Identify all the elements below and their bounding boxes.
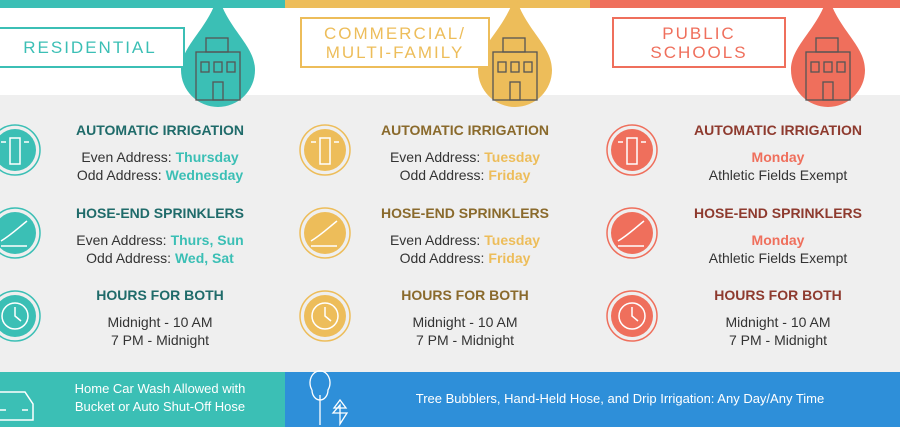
line-label: Midnight - 10 AM xyxy=(107,314,212,330)
footer-left-line: Bucket or Auto Shut-Off Hose xyxy=(30,398,290,416)
section-line: Monday xyxy=(648,149,900,165)
line-value: Wednesday xyxy=(166,167,244,183)
section-heading: HOSE-END SPRINKLERS xyxy=(648,205,900,221)
section-line: Midnight - 10 AM xyxy=(648,314,900,330)
section-heading: AUTOMATIC IRRIGATION xyxy=(648,122,900,138)
top-bar xyxy=(590,0,900,8)
title-line: COMMERCIAL/ xyxy=(324,24,466,43)
section-line: Midnight - 10 AM xyxy=(30,314,290,330)
section-line: 7 PM - Midnight xyxy=(335,332,595,348)
line-label: Midnight - 10 AM xyxy=(412,314,517,330)
line-value: Monday xyxy=(752,232,805,248)
section-heading: HOURS FOR BOTH xyxy=(648,287,900,303)
section-heading: HOURS FOR BOTH xyxy=(335,287,595,303)
top-bar xyxy=(285,0,590,8)
section-heading: HOSE-END SPRINKLERS xyxy=(335,205,595,221)
icon xyxy=(611,212,653,254)
title-line: PUBLIC xyxy=(662,24,735,43)
line-value: Tuesday xyxy=(484,149,540,165)
line-label: Even Address: xyxy=(390,149,480,165)
line-label: 7 PM - Midnight xyxy=(111,332,209,348)
line-label: Athletic Fields Exempt xyxy=(709,167,848,183)
section-heading: AUTOMATIC IRRIGATION xyxy=(335,122,595,138)
title-box: RESIDENTIAL xyxy=(0,27,185,68)
line-label: Even Address: xyxy=(390,232,480,248)
section-line: Even Address:Tuesday xyxy=(335,149,595,165)
section-heading: HOSE-END SPRINKLERS xyxy=(30,205,290,221)
section-line: 7 PM - Midnight xyxy=(648,332,900,348)
section-line: Monday xyxy=(648,232,900,248)
section-line: Even Address: Thursday xyxy=(30,149,290,165)
line-label: 7 PM - Midnight xyxy=(729,332,827,348)
section-line: Athletic Fields Exempt xyxy=(648,167,900,183)
section-line: Even Address:Tuesday xyxy=(335,232,595,248)
line-label: Even Address: xyxy=(81,149,171,165)
line-label: Odd Address: xyxy=(86,250,171,266)
line-label: Even Address: xyxy=(76,232,166,248)
droplet xyxy=(791,0,865,107)
line-value: Friday xyxy=(488,167,530,183)
line-value: Monday xyxy=(752,149,805,165)
line-label: Odd Address: xyxy=(400,167,485,183)
section-heading: AUTOMATIC IRRIGATION xyxy=(30,122,290,138)
infographic: RESIDENTIAL AUTOMATIC IRRIGATION Even Addr… xyxy=(0,0,900,427)
section-line: Athletic Fields Exempt xyxy=(648,250,900,266)
line-value: Thurs, Sun xyxy=(171,232,244,248)
title-line: RESIDENTIAL xyxy=(23,38,156,57)
footer-right-text: Tree Bubblers, Hand-Held Hose, and Drip … xyxy=(360,390,880,408)
section-line: Odd Address:Wednesday xyxy=(30,167,290,183)
footer-left-line: Home Car Wash Allowed with xyxy=(30,380,290,398)
section-heading: HOURS FOR BOTH xyxy=(30,287,290,303)
line-label: Odd Address: xyxy=(77,167,162,183)
line-value: Tuesday xyxy=(484,232,540,248)
title-line: SCHOOLS xyxy=(650,43,747,62)
line-label: Odd Address: xyxy=(400,250,485,266)
line-label: Midnight - 10 AM xyxy=(725,314,830,330)
title-box: COMMERCIAL/MULTI-FAMILY xyxy=(300,17,490,68)
line-value: Wed, Sat xyxy=(175,250,234,266)
section-line: Odd Address:Friday xyxy=(335,167,595,183)
section-line: Odd Address:Wed, Sat xyxy=(30,250,290,266)
top-bar xyxy=(0,0,285,8)
line-value: Thursday xyxy=(176,149,239,165)
line-label: 7 PM - Midnight xyxy=(416,332,514,348)
section-line: 7 PM - Midnight xyxy=(30,332,290,348)
section-line: Midnight - 10 AM xyxy=(335,314,595,330)
title-line: MULTI-FAMILY xyxy=(326,43,465,62)
section-line: Even Address: Thurs, Sun xyxy=(30,232,290,248)
droplet xyxy=(181,0,255,107)
section-line: Odd Address:Friday xyxy=(335,250,595,266)
line-label: Athletic Fields Exempt xyxy=(709,250,848,266)
line-value: Friday xyxy=(488,250,530,266)
